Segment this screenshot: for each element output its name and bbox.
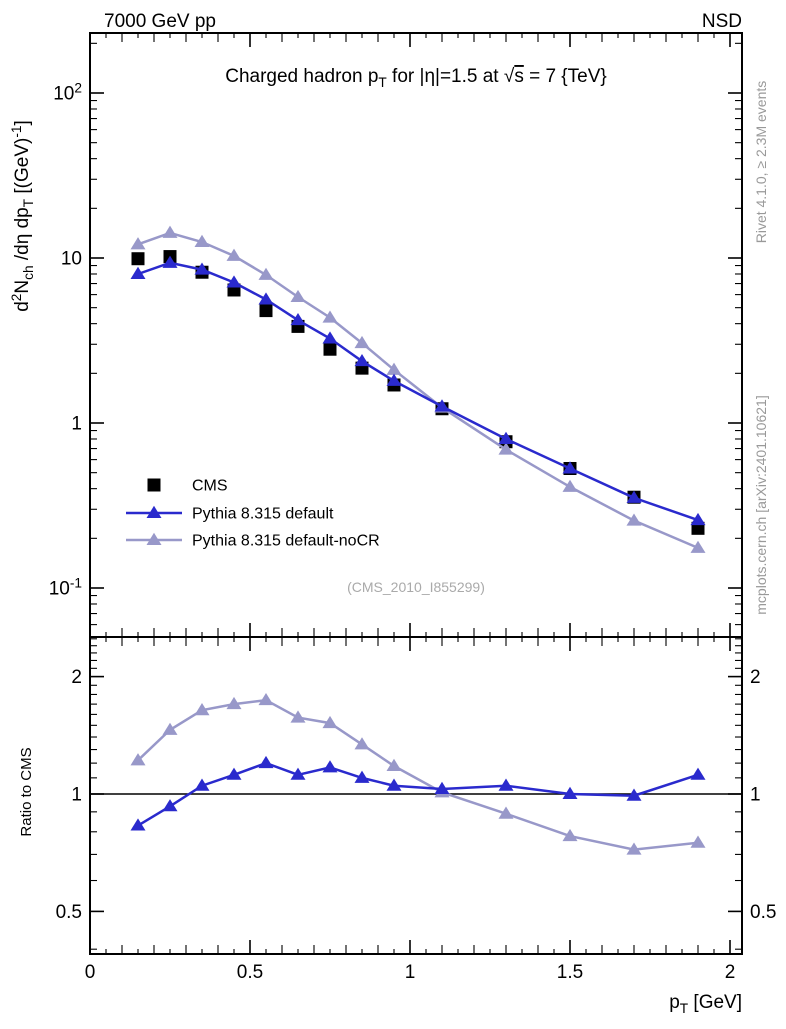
data-point-ratio — [354, 770, 370, 783]
x-tick-label: 0 — [85, 962, 96, 983]
data-point-spectrum — [162, 225, 178, 238]
data-point-spectrum — [131, 252, 145, 266]
data-point-spectrum — [194, 262, 210, 275]
plot-title: Charged hadron pT for |η|=1.5 at √s = 7 … — [225, 66, 607, 90]
data-point-ratio — [386, 758, 402, 771]
y-main-tick-label: 102 — [53, 80, 82, 104]
y-ratio-tick-label-left: 1 — [71, 785, 82, 806]
data-point-spectrum — [226, 248, 242, 261]
y-ratio-tick-label-left: 0.5 — [56, 902, 82, 923]
legend-marker-triangle — [146, 532, 162, 545]
data-point-ratio — [690, 767, 706, 780]
x-axis-label: pT [GeV] — [669, 992, 742, 1016]
plot-frames — [89, 32, 743, 955]
data-point-spectrum — [322, 310, 338, 323]
data-point-ratio — [354, 737, 370, 750]
legend-marker-square — [147, 478, 161, 492]
data-point-ratio — [562, 786, 578, 799]
data-point-spectrum — [562, 461, 578, 474]
mcplots-arxiv-note: mcplots.cern.ch [arXiv:2401.10621] — [753, 395, 769, 614]
data-point-ratio — [290, 767, 306, 780]
data-point-ratio — [626, 842, 642, 855]
analysis-watermark: (CMS_2010_I855299) — [347, 579, 485, 595]
x-tick-label: 2 — [725, 962, 736, 983]
data-point-spectrum — [162, 255, 178, 268]
data-point-ratio — [130, 753, 146, 766]
data-point-ratio — [258, 755, 274, 769]
data-point-spectrum — [386, 373, 402, 386]
data-point-spectrum — [322, 331, 338, 344]
legend-label-pythia-nocr: Pythia 8.315 default-noCR — [192, 533, 380, 550]
ratio-panel-frame — [89, 636, 743, 955]
main-y-axis-label: d2Nch /dη dpT [(GeV)-1] — [9, 120, 36, 312]
data-point-spectrum — [226, 275, 242, 288]
data-point-spectrum — [562, 479, 578, 492]
data-point-spectrum — [386, 362, 402, 375]
header-event-class: NSD — [702, 11, 742, 32]
data-point-ratio — [626, 788, 642, 801]
y-main-tick-label: 10-1 — [49, 575, 82, 599]
y-ratio-tick-label-right: 1 — [750, 785, 761, 806]
data-point-spectrum — [354, 353, 370, 367]
series-line-spectrum — [137, 231, 699, 550]
data-point-ratio — [386, 778, 402, 791]
data-point-ratio — [130, 818, 146, 831]
data-point-spectrum — [690, 540, 706, 553]
data-point-spectrum — [290, 289, 306, 303]
data-point-ratio — [162, 722, 178, 735]
ratio-y-axis-label: Ratio to CMS — [18, 747, 35, 836]
x-tick-label: 1.5 — [557, 962, 583, 983]
data-point-spectrum — [130, 237, 146, 250]
data-point-ratio — [322, 760, 338, 773]
data-point-ratio — [162, 799, 178, 812]
data-point-ratio — [498, 778, 514, 791]
data-point-spectrum — [498, 431, 514, 444]
data-point-ratio — [690, 835, 706, 848]
data-point-ratio — [258, 692, 274, 706]
series-line-ratio — [137, 698, 699, 851]
legend-label-cms: CMS — [192, 478, 228, 495]
data-point-spectrum — [498, 442, 514, 455]
data-point-spectrum — [258, 267, 274, 280]
data-series — [90, 225, 742, 855]
data-point-ratio — [498, 806, 514, 819]
data-point-spectrum — [259, 304, 273, 318]
data-point-spectrum — [690, 512, 706, 526]
y-ratio-tick-label-left: 2 — [71, 667, 82, 688]
y-ratio-tick-label-right: 2 — [750, 667, 761, 688]
y-main-tick-label: 10 — [61, 249, 82, 270]
series-line-ratio — [137, 761, 699, 827]
legend-markers — [126, 478, 182, 545]
legend-label-pythia-default: Pythia 8.315 default — [192, 506, 334, 523]
x-tick-label: 0.5 — [237, 962, 263, 983]
rich-text-labels: 0 0.5 1 1.5 2 102 10 1 10-1 2 2 1 1 0.5 0.5 pT [GeV] d2N… — [9, 66, 777, 1016]
data-point-ratio — [194, 703, 210, 716]
y-ratio-tick-label-right: 0.5 — [750, 902, 776, 923]
data-point-spectrum — [354, 335, 370, 349]
data-point-ratio — [194, 778, 210, 791]
axis-ticks — [89, 33, 742, 954]
data-point-ratio — [562, 828, 578, 842]
main-panel-frame — [89, 32, 743, 638]
data-point-spectrum — [434, 399, 450, 412]
legend-marker-triangle — [146, 505, 162, 518]
data-point-ratio — [226, 767, 242, 780]
data-point-ratio — [322, 715, 338, 729]
data-point-spectrum — [290, 312, 306, 326]
header-beam-energy: 7000 GeV pp — [104, 11, 216, 32]
data-point-spectrum — [626, 490, 642, 503]
data-point-ratio — [290, 710, 306, 723]
data-point-spectrum — [626, 513, 642, 526]
y-main-tick-label: 1 — [71, 414, 82, 435]
data-point-ratio — [434, 781, 450, 794]
x-tick-label: 1 — [405, 962, 416, 983]
rivet-version-note: Rivet 4.1.0, ≥ 2.3M events — [753, 81, 769, 244]
data-point-spectrum — [130, 266, 146, 279]
data-point-spectrum — [323, 342, 337, 356]
data-point-ratio — [226, 696, 242, 710]
data-point-spectrum — [258, 292, 274, 305]
data-point-spectrum — [194, 234, 210, 248]
